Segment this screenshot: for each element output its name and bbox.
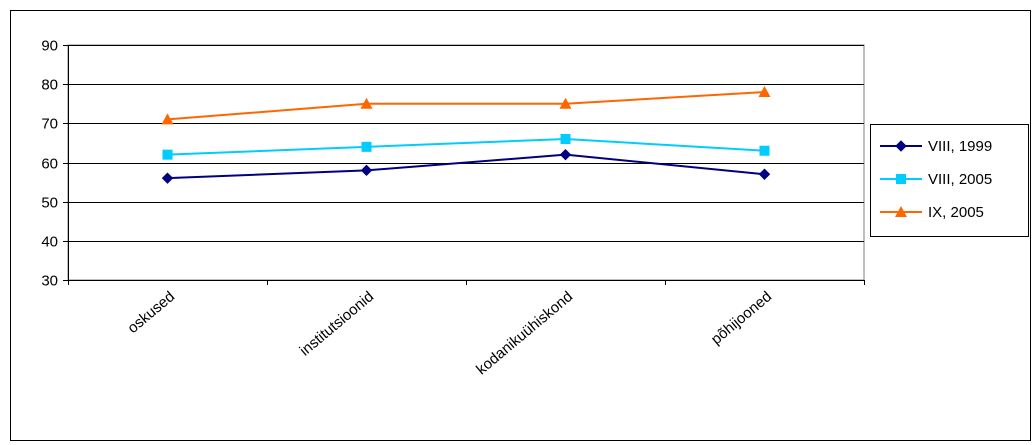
legend-label: IX, 2005 [928,204,984,221]
series-line [167,91,765,121]
y-tick-label: 50 [41,195,58,212]
series-line [167,137,765,156]
y-tick-label: 30 [41,273,58,290]
y-tick-label: 60 [41,156,58,173]
data-point [360,164,373,177]
legend-marker [895,140,907,152]
series-layer [161,86,771,184]
data-point [758,168,771,180]
data-point [758,86,771,97]
y-tick-label: 90 [41,38,58,55]
legend-item: VIII, 2005 [880,171,992,188]
series-line [167,153,765,180]
legend-item: VIII, 1999 [880,138,992,155]
legend-item: IX, 2005 [880,204,984,221]
data-point [360,97,373,109]
y-tick-label: 70 [41,116,58,133]
series-1 [161,148,771,184]
legend-marker [896,174,906,184]
series-3 [161,86,771,125]
data-point [759,145,770,156]
y-tick-label: 80 [41,77,58,94]
data-point [560,134,571,144]
legend-label: VIII, 2005 [928,171,992,188]
legend-label: VIII, 1999 [928,138,992,155]
data-point [559,148,572,161]
axes [63,45,865,285]
data-point [162,149,173,160]
chart-area-border [10,10,1031,441]
legend-marker [895,206,907,217]
legend: VIII, 1999 VIII, 2005 IX, 2005 [870,124,1029,237]
y-tick-label: 40 [41,234,58,251]
data-point [559,97,572,109]
data-point [161,172,174,184]
data-point [361,141,372,152]
series-2 [162,134,770,160]
data-point [161,113,174,125]
